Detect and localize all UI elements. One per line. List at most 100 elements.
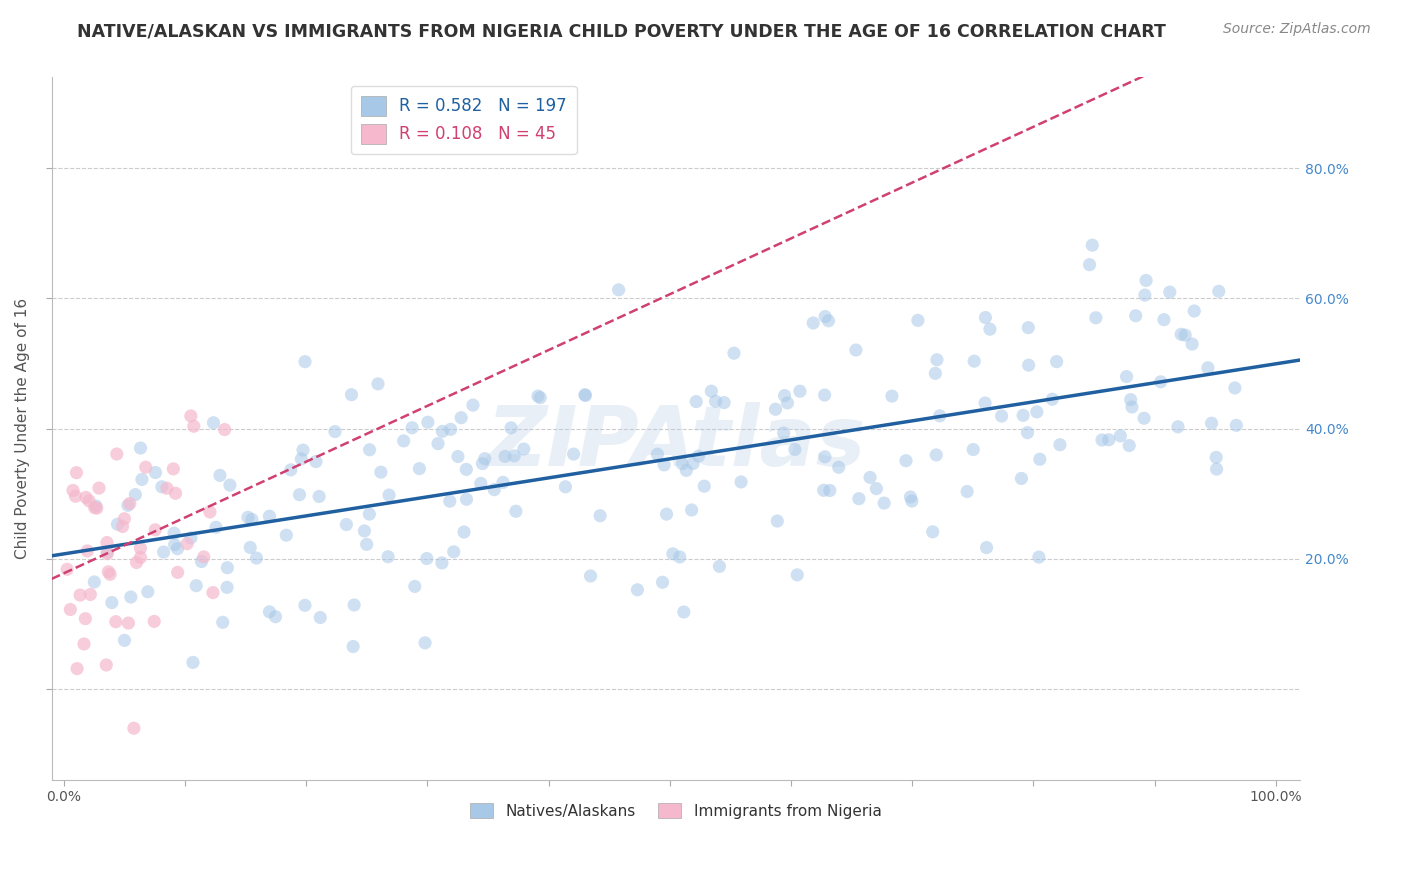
Point — [772, 425, 794, 440]
Point — [579, 569, 602, 583]
Point — [190, 555, 212, 569]
Point — [681, 503, 703, 517]
Point — [377, 549, 399, 564]
Point — [562, 447, 585, 461]
Point — [239, 541, 262, 555]
Point — [974, 310, 997, 325]
Point — [145, 466, 167, 480]
Point — [290, 452, 312, 467]
Point — [96, 545, 118, 559]
Point — [924, 367, 946, 381]
Point — [990, 409, 1012, 423]
Point — [513, 442, 536, 456]
Point — [494, 450, 516, 464]
Point — [682, 457, 704, 471]
Point — [1167, 419, 1189, 434]
Point — [201, 585, 224, 599]
Point — [921, 524, 943, 539]
Point — [276, 528, 298, 542]
Point — [370, 465, 392, 479]
Point — [554, 480, 576, 494]
Point — [527, 389, 550, 403]
Point — [1133, 411, 1156, 425]
Point — [492, 475, 515, 490]
Point — [75, 612, 97, 626]
Point — [1208, 285, 1230, 299]
Point — [499, 421, 522, 435]
Point — [675, 463, 697, 477]
Point — [1181, 337, 1204, 351]
Point — [166, 541, 188, 556]
Point — [96, 547, 118, 561]
Point — [83, 574, 105, 589]
Point — [801, 316, 824, 330]
Point — [1205, 462, 1227, 476]
Point — [208, 468, 231, 483]
Point — [589, 508, 612, 523]
Point — [98, 567, 121, 582]
Point — [117, 499, 139, 513]
Point — [136, 584, 159, 599]
Point — [783, 442, 806, 457]
Point — [214, 423, 236, 437]
Point — [416, 415, 439, 429]
Point — [135, 460, 157, 475]
Point — [900, 490, 922, 504]
Point — [1025, 405, 1047, 419]
Point — [859, 470, 882, 484]
Point — [440, 422, 463, 436]
Point — [1223, 381, 1246, 395]
Point — [96, 535, 118, 549]
Point — [845, 343, 868, 357]
Point — [215, 580, 238, 594]
Point — [111, 519, 134, 533]
Point — [217, 560, 239, 574]
Point — [925, 352, 948, 367]
Point — [56, 562, 79, 576]
Point — [202, 416, 225, 430]
Point — [69, 588, 91, 602]
Point — [730, 475, 752, 489]
Point — [117, 615, 139, 630]
Point — [404, 579, 426, 593]
Point — [432, 425, 454, 439]
Point — [323, 425, 346, 439]
Point — [1135, 273, 1157, 287]
Point — [672, 605, 695, 619]
Point — [166, 566, 188, 580]
Point — [87, 481, 110, 495]
Point — [308, 490, 330, 504]
Point — [976, 541, 998, 555]
Point — [773, 388, 796, 402]
Point — [359, 442, 381, 457]
Point — [62, 483, 84, 498]
Point — [1098, 433, 1121, 447]
Point — [607, 283, 630, 297]
Point — [101, 596, 124, 610]
Point — [928, 409, 950, 423]
Point — [786, 567, 808, 582]
Point — [1201, 416, 1223, 430]
Point — [211, 615, 233, 630]
Point — [76, 544, 98, 558]
Point — [652, 458, 675, 472]
Point — [765, 402, 787, 417]
Point — [671, 457, 693, 471]
Point — [723, 346, 745, 360]
Point — [901, 494, 924, 508]
Point — [129, 541, 152, 556]
Point — [1125, 309, 1147, 323]
Point — [655, 507, 678, 521]
Point — [66, 662, 89, 676]
Point — [180, 531, 202, 545]
Point — [77, 493, 100, 508]
Point — [294, 599, 316, 613]
Point — [439, 494, 461, 508]
Point — [236, 510, 259, 524]
Point — [1174, 328, 1197, 343]
Point — [1109, 429, 1132, 443]
Point — [163, 526, 186, 541]
Point — [1091, 433, 1114, 447]
Point — [626, 582, 648, 597]
Point — [305, 454, 328, 468]
